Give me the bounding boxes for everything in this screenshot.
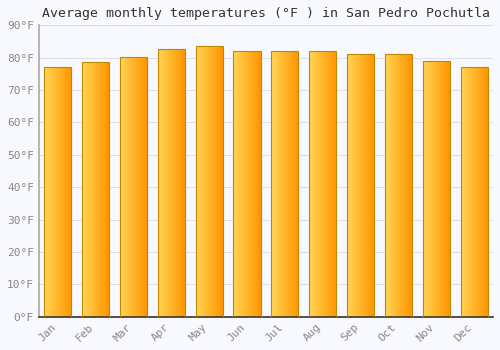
Bar (347, 54, 374, 317)
Bar (196, 46, 223, 317)
Bar (385, 55, 412, 317)
Bar (422, 61, 450, 317)
Bar (309, 51, 336, 317)
Bar (44, 67, 72, 317)
Bar (234, 51, 260, 317)
Bar (82, 62, 109, 317)
Title: Average monthly temperatures (°F ) in San Pedro Pochutla: Average monthly temperatures (°F ) in Sa… (42, 7, 490, 20)
Bar (120, 57, 147, 317)
Bar (460, 67, 488, 317)
Bar (158, 49, 185, 317)
Bar (271, 51, 298, 317)
